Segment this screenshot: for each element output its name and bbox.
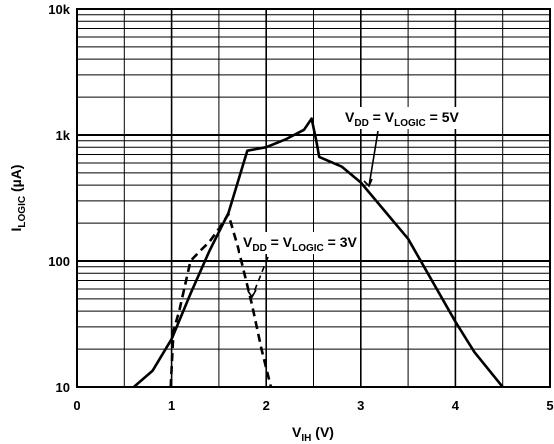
y-axis-label-main: I: [8, 228, 24, 232]
annotation-text-part: DD: [252, 243, 266, 254]
y-axis-label: ILOGIC (µA): [8, 165, 28, 232]
x-tick-label: 3: [357, 398, 364, 413]
annotation-text-part: LOGIC: [394, 118, 426, 129]
annotation-text-part: = 3V: [324, 234, 358, 250]
y-tick-label: 100: [48, 254, 70, 269]
annotation-text-part: DD: [354, 118, 368, 129]
y-axis-label-sub: LOGIC: [17, 196, 28, 228]
annotation-text: VDD = VLOGIC = 3V: [243, 234, 358, 254]
annotation-3v: VDD = VLOGIC = 3V: [240, 232, 358, 299]
series-line-3v: [169, 212, 273, 388]
x-axis-label-suffix: (V): [311, 424, 334, 440]
y-tick-label: 10: [56, 380, 70, 395]
x-axis-label: VIH (V): [292, 424, 334, 444]
annotation-arrow: [368, 130, 379, 187]
x-tick-label: 2: [263, 398, 270, 413]
plot-border: [76, 8, 551, 388]
annotation-background: [342, 107, 458, 129]
series-group: [132, 117, 504, 388]
annotation-arrowhead: [363, 178, 373, 188]
plot-frame: [76, 8, 551, 388]
annotation-arrow: [251, 256, 269, 298]
annotation-text-part: = 5V: [426, 109, 460, 125]
annotation-text: VDD = VLOGIC = 5V: [345, 109, 460, 129]
annotation-arrowhead: [247, 289, 257, 299]
x-tick-label: 4: [452, 398, 460, 413]
annotation-text-part: LOGIC: [292, 243, 324, 254]
x-tick-label: 0: [73, 398, 80, 413]
annotation-text-part: = V: [267, 234, 293, 250]
grid: [77, 9, 550, 387]
annotation-text-part: V: [243, 234, 253, 250]
x-axis-label-sub: IH: [301, 433, 311, 444]
annotation-background: [240, 232, 356, 254]
y-tick-label: 10k: [48, 2, 70, 17]
annotation-text-part: V: [345, 109, 355, 125]
x-axis-label-main: V: [292, 424, 302, 440]
y-axis-label-suffix: (µA): [8, 165, 24, 196]
annotation-5v: VDD = VLOGIC = 5V: [342, 107, 460, 188]
x-tick-label: 1: [168, 398, 175, 413]
annotation-text-part: = V: [369, 109, 395, 125]
x-tick-label: 5: [546, 398, 553, 413]
x-tick-labels: 0 1 2 3 4 5: [73, 398, 553, 413]
y-tick-labels: 10 100 1k 10k: [48, 2, 70, 395]
series-line-5v: [132, 117, 504, 388]
y-tick-label: 1k: [56, 128, 71, 143]
